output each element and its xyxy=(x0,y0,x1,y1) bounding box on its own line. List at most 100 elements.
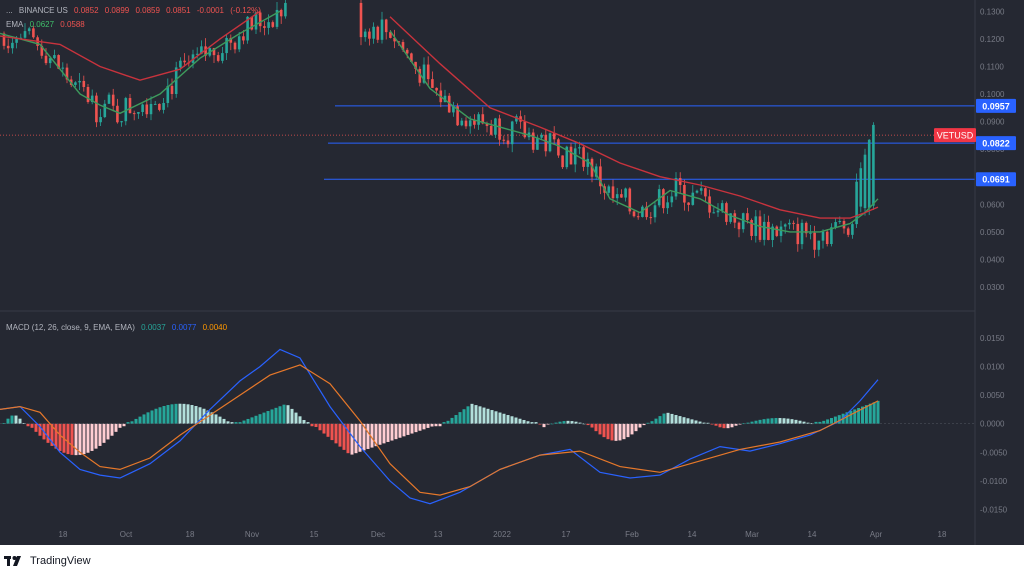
histogram-bar xyxy=(514,417,518,424)
candle-body xyxy=(443,95,447,103)
histogram-bar xyxy=(522,419,526,424)
candle-body xyxy=(170,85,174,94)
macd-tick-label: 0.0150 xyxy=(980,334,1005,343)
time-tick-label: 18 xyxy=(938,530,947,539)
histogram-bar xyxy=(410,423,414,434)
histogram-bar xyxy=(6,418,10,424)
histogram-bar xyxy=(294,412,298,424)
histogram-bar xyxy=(250,417,254,424)
candle-body xyxy=(607,186,611,193)
candle-body xyxy=(359,2,363,38)
candle-body xyxy=(872,124,875,206)
candle-body xyxy=(40,45,44,56)
histogram-bar xyxy=(158,407,162,424)
macd-tick-label: -0.0050 xyxy=(980,448,1008,457)
histogram-bar xyxy=(458,412,462,424)
candlestick-series xyxy=(2,0,875,258)
candle-body xyxy=(817,240,821,250)
histogram-bar xyxy=(426,423,430,428)
time-tick-label: 13 xyxy=(434,530,443,539)
candle-body xyxy=(720,203,724,211)
histogram-bar xyxy=(864,405,868,424)
histogram-bar xyxy=(558,421,562,424)
histogram-bar xyxy=(190,405,194,424)
candle-body xyxy=(641,206,644,217)
histogram-bar xyxy=(394,423,398,440)
histogram-bar xyxy=(318,423,322,431)
legend-prefix: ... xyxy=(6,6,13,15)
histogram-bar xyxy=(74,423,78,456)
histogram-bar xyxy=(766,418,770,424)
histogram-bar xyxy=(298,416,302,424)
level-badge xyxy=(976,136,1016,151)
histogram-bar xyxy=(774,418,778,424)
candle-body xyxy=(65,67,69,80)
histogram-bar xyxy=(178,403,182,424)
histogram-bar xyxy=(634,423,638,432)
histogram-bar xyxy=(162,406,166,424)
candle-body xyxy=(783,224,787,227)
chart-area[interactable]: 0.13000.12000.11000.10000.09000.08000.07… xyxy=(0,0,1024,545)
signal-line xyxy=(0,364,879,496)
histogram-bar xyxy=(554,422,558,424)
histogram-bar xyxy=(278,406,282,424)
histogram-bar xyxy=(302,420,306,424)
time-tick-label: Dec xyxy=(371,530,385,539)
candle-body xyxy=(456,106,459,126)
ema-legend-label: EMA xyxy=(6,20,24,29)
histogram-bar xyxy=(626,423,630,438)
histogram-bar xyxy=(570,421,574,424)
candle-body xyxy=(384,19,388,33)
candle-body xyxy=(691,192,695,205)
candle-body xyxy=(6,45,10,49)
histogram-bar xyxy=(354,423,358,454)
candle-body xyxy=(725,203,728,222)
candle-body xyxy=(754,216,758,236)
histogram-bar xyxy=(446,420,450,424)
candle-body xyxy=(531,132,535,150)
candle-body xyxy=(632,211,636,217)
histogram-bar xyxy=(234,422,238,424)
legend-change: -0.0001 xyxy=(196,6,224,15)
candle-body xyxy=(460,120,464,126)
candle-body xyxy=(254,12,258,30)
histogram-bar xyxy=(706,422,710,424)
candle-body xyxy=(494,118,497,135)
histogram-bar xyxy=(126,422,130,424)
candle-body xyxy=(74,82,77,85)
histogram-bar xyxy=(722,423,726,429)
candle-body xyxy=(838,221,842,223)
time-tick-label: 17 xyxy=(562,530,571,539)
candle-body xyxy=(502,139,506,141)
tradingview-logo[interactable]: TradingView xyxy=(4,555,91,567)
candle-body xyxy=(57,55,60,69)
histogram-bar xyxy=(490,410,494,424)
histogram-bar xyxy=(798,420,802,424)
time-tick-label: 15 xyxy=(310,530,319,539)
histogram-bar xyxy=(90,423,94,451)
histogram-bar xyxy=(418,423,422,431)
candle-body xyxy=(258,12,262,27)
candle-body xyxy=(82,80,86,87)
macd-hist-value: 0.0037 xyxy=(141,323,166,332)
histogram-bar xyxy=(682,417,686,424)
candle-body xyxy=(452,106,455,113)
candle-body xyxy=(510,121,514,145)
candle-body xyxy=(477,114,480,125)
histogram-bar xyxy=(845,412,849,424)
histogram-bar xyxy=(790,419,794,424)
histogram-bar xyxy=(638,423,642,428)
candle-body xyxy=(485,123,489,126)
candle-body xyxy=(2,33,6,46)
histogram-bar xyxy=(718,423,722,428)
histogram-bar xyxy=(630,423,634,435)
candle-body xyxy=(137,112,140,114)
candle-body xyxy=(746,213,749,220)
histogram-bar xyxy=(222,418,226,424)
candle-body xyxy=(552,133,556,140)
candle-body xyxy=(809,232,812,234)
histogram-bar xyxy=(326,423,330,437)
histogram-bar xyxy=(658,416,662,424)
chart-canvas[interactable]: 0.13000.12000.11000.10000.09000.08000.07… xyxy=(0,0,1024,545)
candle-body xyxy=(540,134,543,138)
